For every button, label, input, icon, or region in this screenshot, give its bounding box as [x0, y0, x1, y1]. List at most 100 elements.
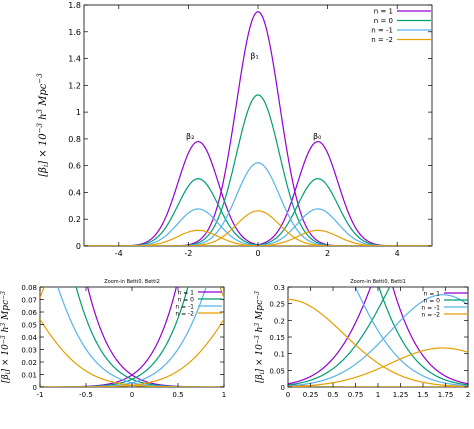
series-line-2-component-2 [84, 208, 432, 246]
main-legend: n = 1n = 0 n = -1n = -2 [371, 8, 431, 44]
y-tick-label: 0.1 [274, 351, 285, 359]
y-tick-label: 0.8 [68, 135, 81, 144]
br-plot-frame [287, 286, 469, 388]
series-line-3-component-1 [40, 287, 224, 298]
y-tick-label: 0.2 [68, 215, 81, 224]
y-tick-label: 0.03 [21, 347, 37, 355]
bl-curves [40, 287, 224, 387]
series-line-2-component-2 [288, 294, 468, 387]
series-line-0-component-1 [392, 287, 468, 385]
series-line-0-component-2 [84, 140, 432, 246]
y-tick-label: 0.25 [269, 301, 285, 309]
series-line-2-component-1 [354, 287, 468, 387]
main-yticks: 0 0.2 0.4 0.6 0.8 1 1.2 1.4 1.6 1.8 [68, 1, 432, 251]
peak-annotation: β₁ [250, 52, 258, 61]
x-tick-label: -4 [115, 249, 123, 258]
main-ylabel: [βi] × 10−3 h3 Mpc−3 [36, 73, 50, 177]
y-tick-label: 0.2 [274, 317, 285, 325]
y-tick-label: 0.01 [21, 372, 37, 380]
series-line-3-component-1 [84, 210, 432, 246]
br-legend: n = 1n = 0n = -1n = -2 [421, 291, 468, 319]
peak-annotation: β₀ [313, 132, 321, 141]
main-xticks: -4 -2 0 2 4 [115, 5, 400, 258]
legend-label: n = -1 [175, 304, 194, 311]
x-tick-label: 1.75 [438, 391, 454, 399]
main-annotations: β₁ β₂ β₀ [186, 52, 321, 141]
series-line-1-component-2 [84, 178, 432, 246]
y-tick-label: 0.6 [68, 162, 81, 171]
legend-label: n = -2 [421, 312, 440, 319]
br-yticks: 0 0.05 0.1 0.15 0.2 0.25 0.3 [269, 284, 468, 392]
legend-label: n = -2 [371, 36, 393, 44]
x-tick-label: 0 [286, 391, 290, 399]
br-title: Zoom-in Betti0, Betti1 [350, 279, 406, 285]
y-tick-label: 1 [76, 108, 81, 117]
y-tick-label: 0.04 [21, 334, 37, 342]
x-tick-label: -2 [184, 249, 192, 258]
series-line-2-component-0 [84, 208, 432, 246]
y-tick-label: 0 [281, 384, 285, 392]
x-tick-label: 1.5 [417, 391, 428, 399]
legend-label: n = 1 [178, 290, 195, 297]
x-tick-label: -0.5 [79, 391, 93, 399]
series-line-1-component-0 [84, 178, 432, 246]
series-line-3-component-0 [40, 318, 224, 387]
x-tick-label: 0.75 [348, 391, 364, 399]
series-line-3-component-2 [40, 318, 224, 387]
series-line-2-component-0 [57, 287, 224, 387]
y-tick-label: 1.6 [68, 28, 81, 37]
series-line-2-component-2 [40, 287, 207, 387]
peak-annotation: β₂ [186, 132, 194, 141]
x-tick-label: 2 [466, 391, 470, 399]
legend-label: n = 0 [424, 298, 441, 305]
legend-label: n = 0 [374, 17, 393, 25]
x-tick-label: 2 [325, 249, 330, 258]
series-line-0-component-0 [84, 140, 432, 246]
br-xticks: 0 0.25 0.5 0.75 1 1.25 1.5 1.75 2 [286, 287, 470, 399]
y-tick-label: 0.06 [21, 309, 37, 317]
x-tick-label: 0.5 [172, 391, 183, 399]
bl-ylabel: [βi] × 10−3 h3 Mpc−3 [0, 291, 12, 383]
y-tick-label: 0.05 [269, 367, 285, 375]
legend-label: n = 1 [374, 8, 393, 16]
series-line-1-component-1 [378, 287, 468, 386]
chart-zoom-betti0-betti2: Zoom-in Betti0, Betti2 -1 -0.5 0 0.5 1 0 0.01… [0, 279, 226, 399]
br-curves [288, 287, 468, 387]
legend-label: n = -1 [371, 27, 393, 35]
y-tick-label: 0 [33, 384, 37, 392]
y-tick-label: 1.4 [68, 55, 81, 64]
legend-label: n = 1 [424, 291, 441, 298]
br-ylabel: [βi] × 10−3 h3 Mpc−3 [254, 291, 266, 383]
y-tick-label: 0.15 [269, 334, 285, 342]
legend-label: n = -1 [421, 305, 440, 312]
series-line-1-component-2 [288, 287, 391, 386]
series-line-0-component-2 [288, 287, 372, 385]
y-tick-label: 0.07 [21, 297, 37, 305]
x-tick-label: 1 [376, 391, 380, 399]
x-tick-label: -1 [37, 391, 44, 399]
chart-zoom-betti0-betti1: Zoom-in Betti0, Betti1 0 0.25 0.5 0.75 1 1.25… [254, 279, 470, 399]
legend-label: n = 0 [178, 297, 195, 304]
bl-plot-frame [39, 286, 225, 388]
x-tick-label: 0 [130, 391, 134, 399]
legend-label: n = -2 [175, 311, 194, 318]
chart-main: -4 -2 0 2 4 0 0.2 0.4 0.6 0.8 1 1.2 1.4 1.6 1.8 [βi] … [36, 1, 433, 258]
series-line-1-component-1 [84, 94, 432, 246]
x-tick-label: 0 [255, 249, 260, 258]
series-line-3-component-1 [288, 298, 468, 387]
x-tick-label: 1 [222, 391, 226, 399]
y-tick-label: 0.4 [68, 188, 81, 197]
series-line-0-component-1 [84, 11, 432, 246]
y-tick-label: 1.8 [68, 1, 81, 10]
x-tick-label: 0.5 [327, 391, 338, 399]
y-tick-label: 0.3 [274, 284, 285, 292]
x-tick-label: 1.25 [393, 391, 409, 399]
y-tick-label: 0.02 [21, 359, 37, 367]
y-tick-label: 0.05 [21, 322, 37, 330]
y-tick-label: 0.08 [21, 284, 37, 292]
series-line-2-component-1 [84, 162, 432, 246]
y-tick-label: 1.2 [68, 81, 81, 90]
bl-yticks: 0 0.01 0.02 0.03 0.04 0.05 0.06 0.07 0.08 [21, 284, 224, 392]
bl-legend: n = 1n = 0n = -1n = -2 [175, 290, 222, 318]
